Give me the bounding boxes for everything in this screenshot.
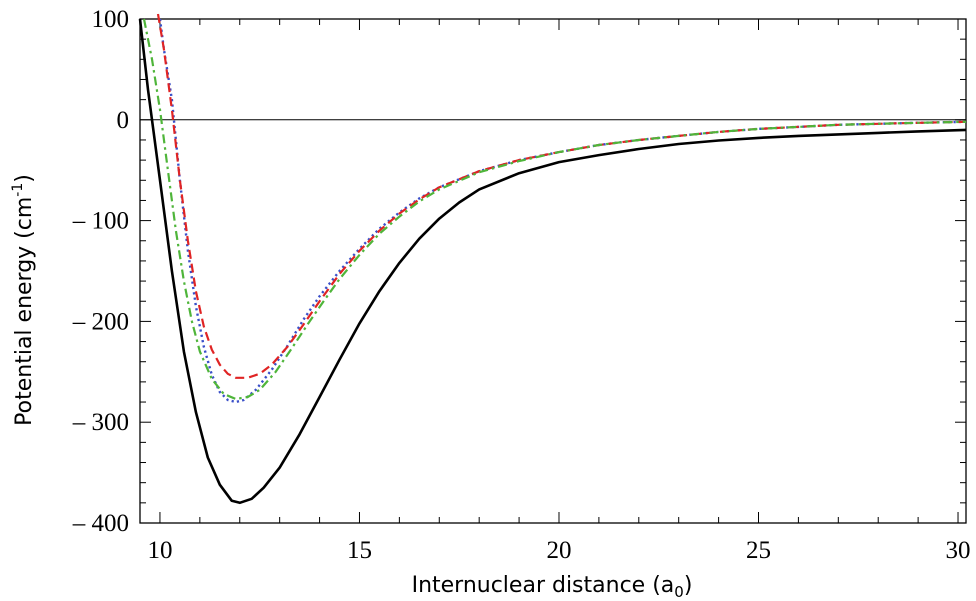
x-axis-label-end: )	[684, 573, 693, 598]
series-line-3-dashed	[156, 13, 967, 379]
y-axis-label-end: )	[12, 174, 37, 183]
y-tick-label: – 400	[72, 510, 129, 537]
y-tick-label: – 100	[72, 208, 129, 235]
plot-frame	[139, 18, 967, 524]
series-line-4-dashdot	[142, 18, 967, 401]
x-tick-label: 30	[946, 537, 971, 564]
axis-ticks	[140, 18, 966, 524]
y-tick-label: – 200	[72, 308, 129, 335]
series-group	[138, 13, 967, 505]
x-axis-label: Internuclear distance (a0)	[412, 573, 693, 601]
x-axis-label-subscript: 0	[674, 583, 684, 601]
y-tick-label: 0	[117, 107, 130, 134]
series-line-2-dotted	[158, 18, 967, 404]
x-tick-label: 15	[347, 537, 372, 564]
x-tick-label: 25	[746, 537, 771, 564]
y-tick-label: – 300	[72, 409, 129, 436]
y-axis-label: Potential energy (cm-1)	[10, 174, 37, 426]
axis-tick-labels: 10 15 20 25 30 100 0 – 100 – 200 – 300 – 400	[72, 6, 971, 564]
series-line-1-solid	[138, 18, 967, 505]
x-tick-label: 10	[147, 537, 172, 564]
y-axis-label-superscript: -1	[10, 183, 26, 197]
x-axis-label-main: Internuclear distance (a	[412, 573, 675, 598]
x-tick-label: 20	[546, 537, 571, 564]
y-tick-label: 100	[92, 6, 130, 33]
y-axis-label-main: Potential energy (cm	[12, 197, 37, 426]
